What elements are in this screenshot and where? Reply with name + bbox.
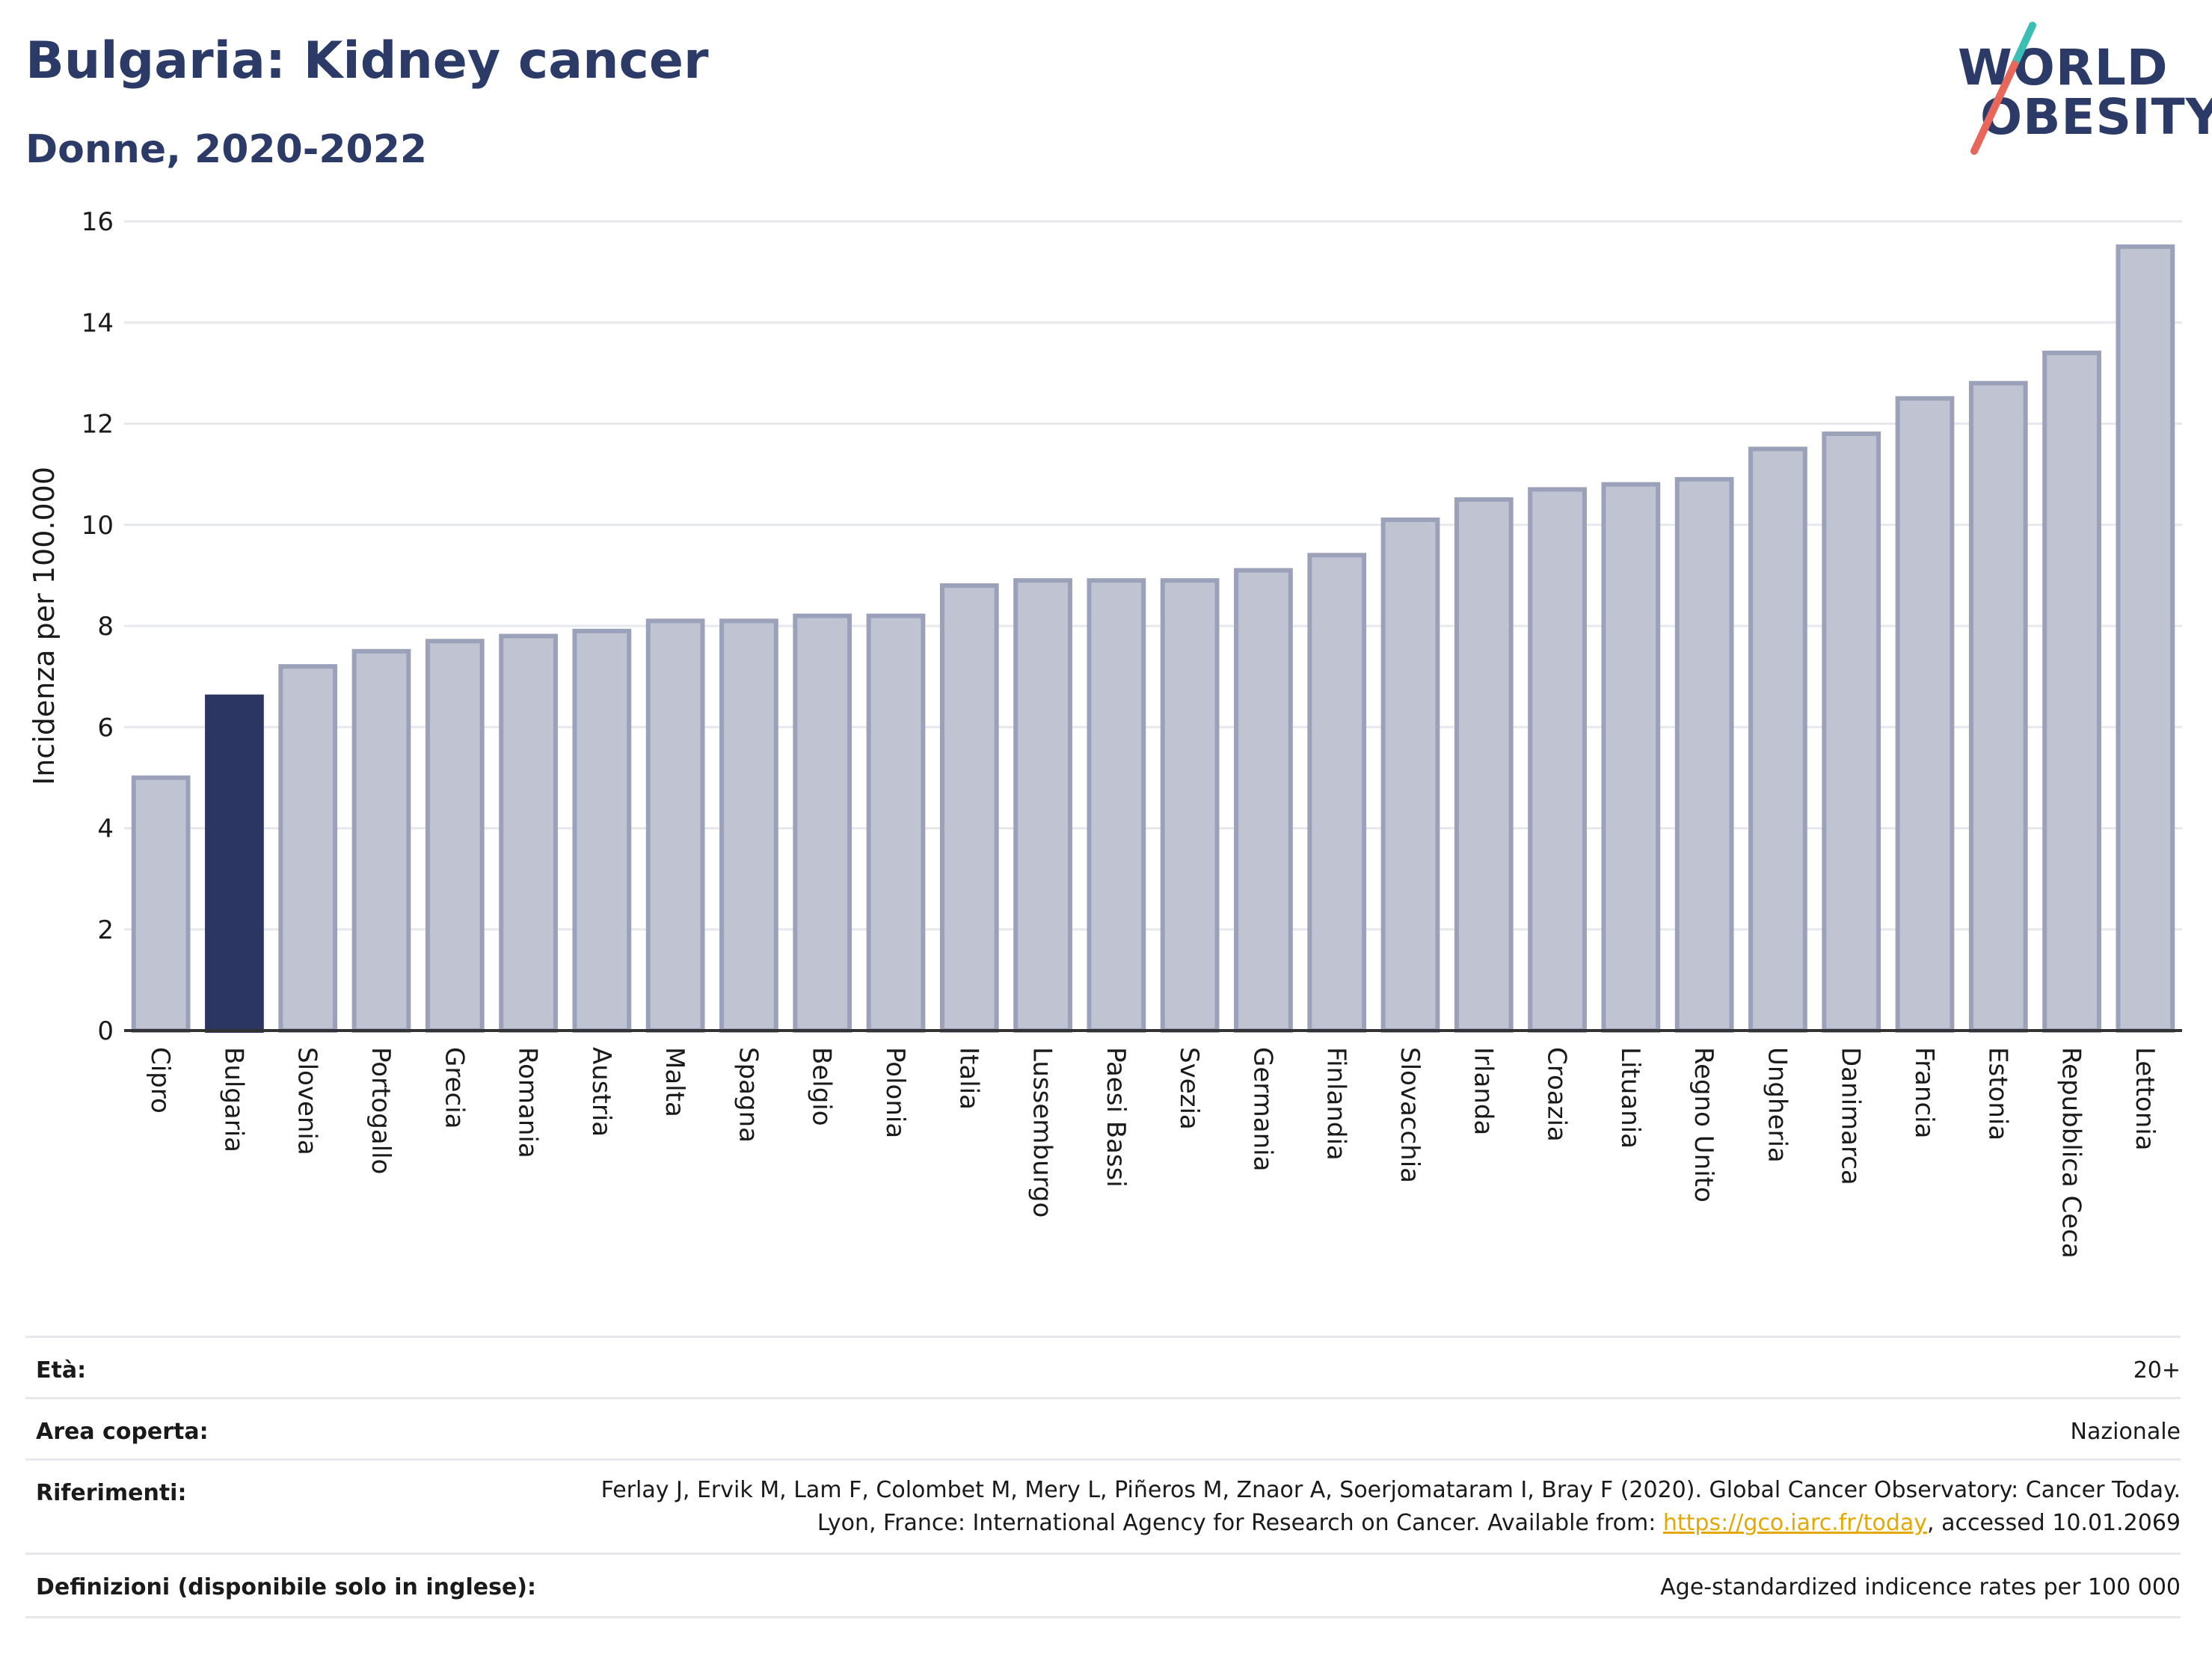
- chart-title: Bulgaria: Kidney cancer: [25, 31, 709, 90]
- bar: [1234, 568, 1293, 1033]
- x-tick-label: Spagna: [733, 1047, 763, 1143]
- x-tick-label: Portogallo: [366, 1047, 396, 1174]
- logo-slash-icon: [1970, 22, 2036, 155]
- definitions-label: Definizioni (disponibile solo in inglese…: [36, 1574, 536, 1600]
- x-tick-label: Estonia: [1982, 1047, 2012, 1140]
- x-tick-label: Italia: [953, 1047, 983, 1110]
- x-tick-label: Grecia: [439, 1047, 469, 1129]
- bar: [278, 664, 338, 1033]
- age-label: Età:: [36, 1357, 87, 1384]
- bar: [499, 633, 558, 1033]
- bar: [351, 648, 411, 1033]
- definitions-value: Age-standardized indicence rates per 100…: [1660, 1574, 2181, 1600]
- x-tick-label: Belgio: [807, 1047, 837, 1126]
- references-accessed: , accessed 10.01.2069: [1927, 1510, 2181, 1536]
- x-tick-label: Svezia: [1174, 1047, 1204, 1130]
- x-tick-label: Finlandia: [1321, 1047, 1351, 1161]
- y-tick-label: 4: [97, 814, 114, 844]
- y-tick-label: 8: [97, 612, 114, 642]
- logo-line-2: OBESITY: [1980, 88, 2212, 146]
- bar: [939, 583, 999, 1033]
- bar: [1307, 553, 1367, 1033]
- references-text: Ferlay J, Ervik M, Lam F, Colombet M, Me…: [600, 1477, 2181, 1536]
- bar: [1601, 482, 1661, 1033]
- bar: [1528, 487, 1587, 1034]
- bar: [645, 618, 705, 1033]
- y-tick-label: 16: [82, 207, 114, 237]
- bar: [1895, 396, 1955, 1033]
- bar: [1748, 446, 1807, 1033]
- x-tick-label: Cipro: [145, 1047, 175, 1114]
- x-tick-label: Germania: [1247, 1047, 1277, 1171]
- x-tick-label: Slovacchia: [1395, 1047, 1425, 1183]
- x-tick-label: Bulgaria: [218, 1047, 248, 1152]
- y-tick-label: 12: [82, 410, 114, 440]
- bar: [793, 613, 852, 1033]
- y-tick-label: 14: [82, 308, 114, 338]
- references-link[interactable]: https://gco.iarc.fr/today: [1662, 1510, 1928, 1536]
- bar: [1160, 578, 1220, 1033]
- bar: [2116, 244, 2175, 1033]
- bar: [1454, 497, 1514, 1033]
- x-tick-label: Polonia: [880, 1047, 910, 1138]
- bar: [1968, 381, 2028, 1033]
- bar: [131, 775, 191, 1033]
- bar: [205, 694, 264, 1033]
- x-tick-label: Repubblica Ceca: [2056, 1047, 2086, 1259]
- bar: [572, 628, 632, 1033]
- bar: [425, 639, 485, 1033]
- x-tick-label: Austria: [586, 1047, 616, 1137]
- bar: [1822, 432, 1881, 1033]
- y-tick-label: 6: [97, 713, 114, 743]
- bar: [1013, 578, 1072, 1033]
- bar: [866, 613, 926, 1033]
- x-tick-label: Paesi Bassi: [1101, 1047, 1131, 1188]
- references-value: Ferlay J, Ervik M, Lam F, Colombet M, Me…: [535, 1474, 2181, 1540]
- world-obesity-logo: WORLD OBESITY: [1952, 19, 2212, 162]
- x-tick-label: Romania: [513, 1047, 543, 1158]
- bar: [719, 618, 778, 1033]
- y-tick-label: 0: [97, 1016, 114, 1046]
- bar: [2042, 350, 2101, 1033]
- info-row-age: Età: 20+: [25, 1336, 2181, 1399]
- x-tick-label: Malta: [660, 1047, 689, 1117]
- y-axis-label: Incidenza per 100.000: [28, 467, 61, 785]
- x-tick-label: Francia: [1909, 1047, 1939, 1138]
- x-tick-label: Lussemburgo: [1027, 1047, 1057, 1218]
- bar: [1674, 476, 1734, 1033]
- chart-subtitle: Donne, 2020-2022: [25, 127, 428, 172]
- logo-line-1: WORLD: [1958, 39, 2169, 96]
- x-tick-label: Lituania: [1615, 1047, 1645, 1149]
- area-value: Nazionale: [2070, 1419, 2181, 1445]
- bar-chart: 0 2 4 6 8 10 12 14 16 Incidenza per 100.000 Cipro B…: [28, 207, 2182, 1259]
- area-label: Area coperta:: [36, 1419, 209, 1445]
- y-tick-label: 2: [97, 915, 114, 945]
- x-tick-label: Irlanda: [1468, 1047, 1498, 1135]
- x-tick-label: Croazia: [1542, 1047, 1572, 1142]
- bar: [1380, 517, 1440, 1033]
- references-label: Riferimenti:: [36, 1480, 187, 1506]
- y-tick-label: 10: [82, 511, 114, 541]
- x-tick-label: Regno Unito: [1689, 1047, 1718, 1203]
- bar: [1087, 578, 1146, 1033]
- x-tick-label: Slovenia: [292, 1047, 322, 1155]
- info-row-definitions: Definizioni (disponibile solo in inglese…: [25, 1553, 2181, 1618]
- x-tick-label: Ungheria: [1762, 1047, 1792, 1163]
- info-row-area: Area coperta: Nazionale: [25, 1397, 2181, 1461]
- age-value: 20+: [2133, 1357, 2181, 1384]
- x-tick-label: Danimarca: [1836, 1047, 1866, 1185]
- info-row-references: Riferimenti: Ferlay J, Ervik M, Lam F, C…: [25, 1458, 2181, 1555]
- x-tick-label: Lettonia: [2130, 1047, 2160, 1151]
